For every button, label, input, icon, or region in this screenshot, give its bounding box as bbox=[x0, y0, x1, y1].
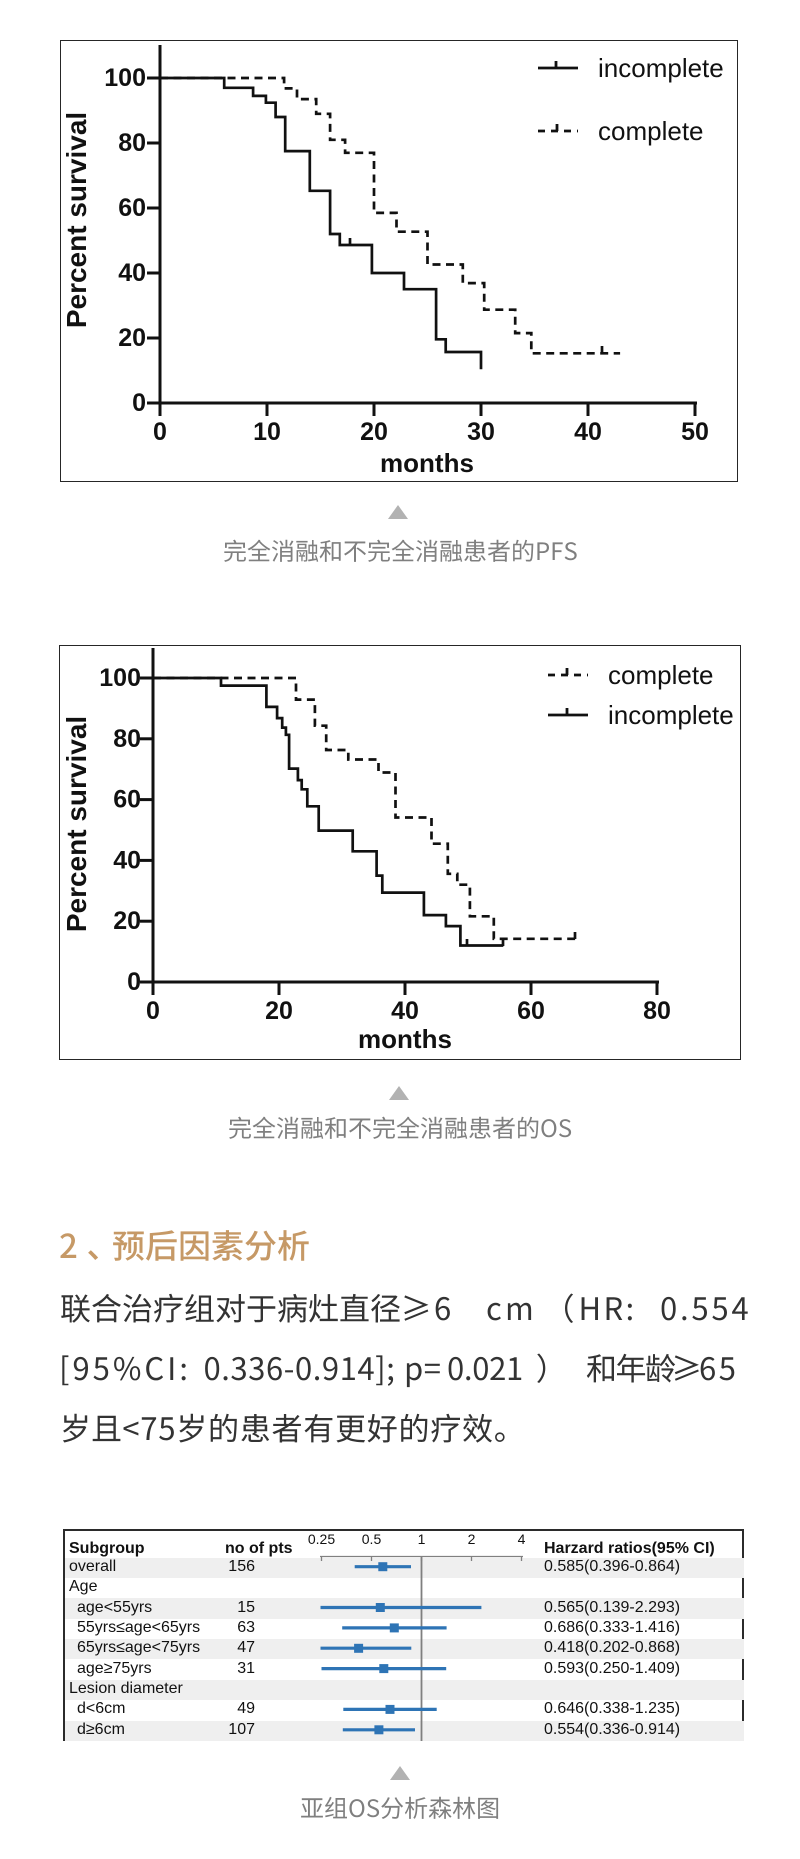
svg-text:0: 0 bbox=[127, 968, 141, 996]
svg-text:50: 50 bbox=[681, 418, 709, 446]
svg-text:60: 60 bbox=[118, 194, 146, 222]
svg-text:months: months bbox=[380, 448, 474, 478]
svg-text:40: 40 bbox=[574, 418, 602, 446]
svg-text:40: 40 bbox=[118, 259, 146, 287]
svg-text:100: 100 bbox=[104, 64, 146, 92]
svg-text:10: 10 bbox=[253, 418, 281, 446]
svg-text:complete: complete bbox=[608, 660, 714, 690]
svg-text:60: 60 bbox=[113, 786, 141, 814]
svg-text:0: 0 bbox=[132, 389, 146, 417]
svg-text:months: months bbox=[358, 1024, 452, 1054]
svg-text:40: 40 bbox=[113, 846, 141, 874]
svg-text:80: 80 bbox=[118, 129, 146, 157]
svg-text:20: 20 bbox=[113, 907, 141, 935]
svg-text:80: 80 bbox=[113, 725, 141, 753]
svg-text:100: 100 bbox=[99, 664, 141, 692]
svg-text:Percent survival: Percent survival bbox=[61, 112, 92, 328]
svg-text:80: 80 bbox=[643, 997, 671, 1025]
svg-text:0: 0 bbox=[146, 997, 160, 1025]
svg-text:20: 20 bbox=[360, 418, 388, 446]
svg-text:incomplete: incomplete bbox=[608, 700, 734, 730]
svg-text:20: 20 bbox=[265, 997, 293, 1025]
svg-text:20: 20 bbox=[118, 324, 146, 352]
svg-text:30: 30 bbox=[467, 418, 495, 446]
svg-text:complete: complete bbox=[598, 116, 704, 146]
svg-text:0: 0 bbox=[153, 418, 167, 446]
svg-text:60: 60 bbox=[517, 997, 545, 1025]
svg-text:Percent survival: Percent survival bbox=[61, 716, 92, 932]
svg-text:40: 40 bbox=[391, 997, 419, 1025]
svg-text:incomplete: incomplete bbox=[598, 53, 724, 83]
